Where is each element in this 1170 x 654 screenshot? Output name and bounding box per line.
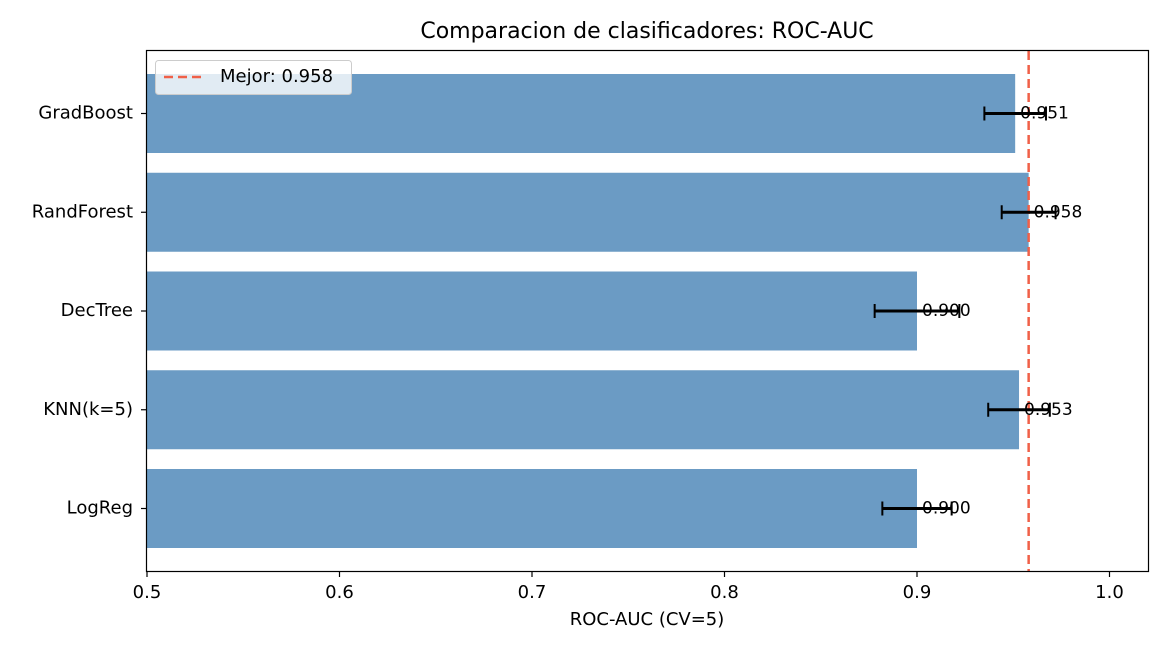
x-tick-label-1: 0.6 — [325, 582, 354, 603]
y-tick-label-4: LogReg — [67, 498, 133, 519]
bar-2 — [147, 271, 917, 351]
legend-label: Mejor: 0.958 — [220, 66, 333, 87]
value-label-3: 0.953 — [1024, 400, 1073, 420]
bar-3 — [147, 370, 1020, 450]
x-tick-label-5: 1.0 — [1095, 582, 1124, 603]
y-tick-label-3: KNN(k=5) — [43, 399, 133, 420]
legend: Mejor: 0.958 — [155, 60, 352, 95]
x-tick-label-4: 0.9 — [903, 582, 932, 603]
y-tick-label-0: GradBoost — [38, 103, 133, 124]
value-label-1: 0.958 — [1034, 202, 1083, 222]
bar-1 — [147, 172, 1029, 252]
y-tick-label-1: RandForest — [32, 201, 133, 222]
bar-4 — [147, 469, 917, 548]
chart-title: Comparacion de clasificadores: ROC-AUC — [420, 19, 873, 44]
x-tick-label-0: 0.5 — [133, 582, 162, 603]
y-tick-label-2: DecTree — [61, 300, 133, 321]
bars-layer — [147, 74, 1029, 548]
errorbar-layer — [873, 106, 1057, 516]
y-axis: GradBoost RandForest DecTree KNN(k=5) LogReg — [32, 103, 147, 519]
value-label-2: 0.900 — [922, 301, 971, 321]
legend-box — [155, 60, 352, 95]
x-tick-label-3: 0.8 — [710, 582, 739, 603]
value-label-0: 0.951 — [1020, 104, 1069, 124]
x-axis: 0.5 0.6 0.7 0.8 0.9 1.0 — [133, 571, 1124, 603]
value-label-4: 0.900 — [922, 499, 971, 519]
x-tick-label-2: 0.7 — [518, 582, 547, 603]
value-label-layer: 0.951 0.958 0.900 0.953 0.900 — [922, 104, 1082, 519]
x-axis-label: ROC-AUC (CV=5) — [570, 609, 725, 630]
